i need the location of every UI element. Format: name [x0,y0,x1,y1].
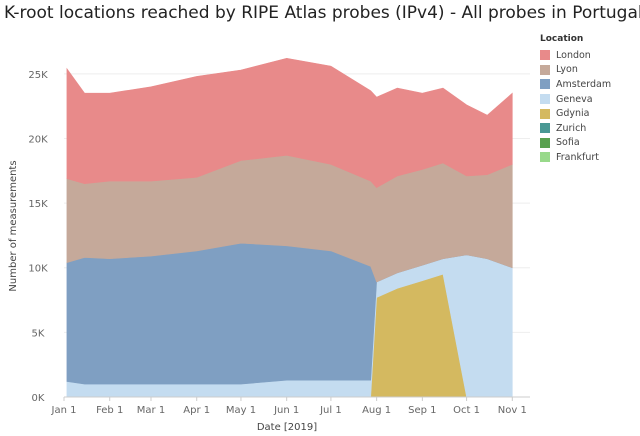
x-tick-label: Sep 1 [408,405,436,416]
legend-swatch [540,94,550,105]
legend: Location London Lyon Amsterdam Geneva Gdynia… [540,34,638,165]
area-layer [66,57,513,398]
x-tick-label: Feb 1 [96,405,123,416]
x-axis-title: Date [2019] [257,422,317,433]
legend-label: Amsterdam [556,78,612,90]
x-tick-label: May 1 [226,405,256,416]
y-tick-label: 20K [28,134,48,145]
y-tick-label: 0K [32,393,45,404]
legend-label: Gdynia [556,108,590,120]
legend-title: Location [540,34,584,44]
legend-swatch [540,50,550,61]
area-london [66,57,513,188]
chart-title: K-root locations reached by RIPE Atlas p… [4,3,640,23]
legend-label: Geneva [556,93,593,105]
legend-swatch [540,79,550,90]
legend-label: Frankfurt [556,151,600,163]
legend-swatch [540,108,550,119]
y-axis-title: Number of measurements [8,160,19,291]
legend-item-zurich: Zurich [540,121,638,136]
x-tick-label: Jun 1 [273,405,299,416]
x-tick-label: Aug 1 [362,405,391,416]
legend-swatch [540,123,550,134]
x-tick-label: Nov 1 [498,405,527,416]
legend-label: Lyon [556,64,578,76]
legend-label: London [556,49,591,61]
legend-swatch [540,152,550,163]
legend-swatch [540,137,550,148]
legend-label: Sofia [556,137,580,149]
y-tick-label: 10K [28,264,48,275]
x-tick-label: Apr 1 [183,405,210,416]
x-tick-label: Jul 1 [319,405,342,416]
legend-item-lyon: Lyon [540,63,638,78]
legend-item-frankfurt: Frankfurt [540,150,638,165]
legend-items: London Lyon Amsterdam Geneva Gdynia Zurich Sof… [540,48,638,165]
axis-layer: 0K 5K 10K 15K 20K 25K Jan 1 Feb 1 Mar 1 Apr 1 May … [28,70,530,416]
x-tick-label: Jan 1 [51,405,77,416]
y-tick-label: 5K [32,328,45,339]
legend-swatch [540,64,550,75]
legend-item-amsterdam: Amsterdam [540,77,638,92]
x-tick-label: Mar 1 [137,405,165,416]
y-tick-label: 25K [28,70,48,81]
legend-item-london: London [540,48,638,63]
x-tick-label: Oct 1 [453,405,480,416]
legend-label: Zurich [556,122,587,134]
legend-item-sofia: Sofia [540,136,638,151]
legend-item-geneva: Geneva [540,92,638,107]
y-tick-label: 15K [28,199,48,210]
legend-item-gdynia: Gdynia [540,106,638,121]
